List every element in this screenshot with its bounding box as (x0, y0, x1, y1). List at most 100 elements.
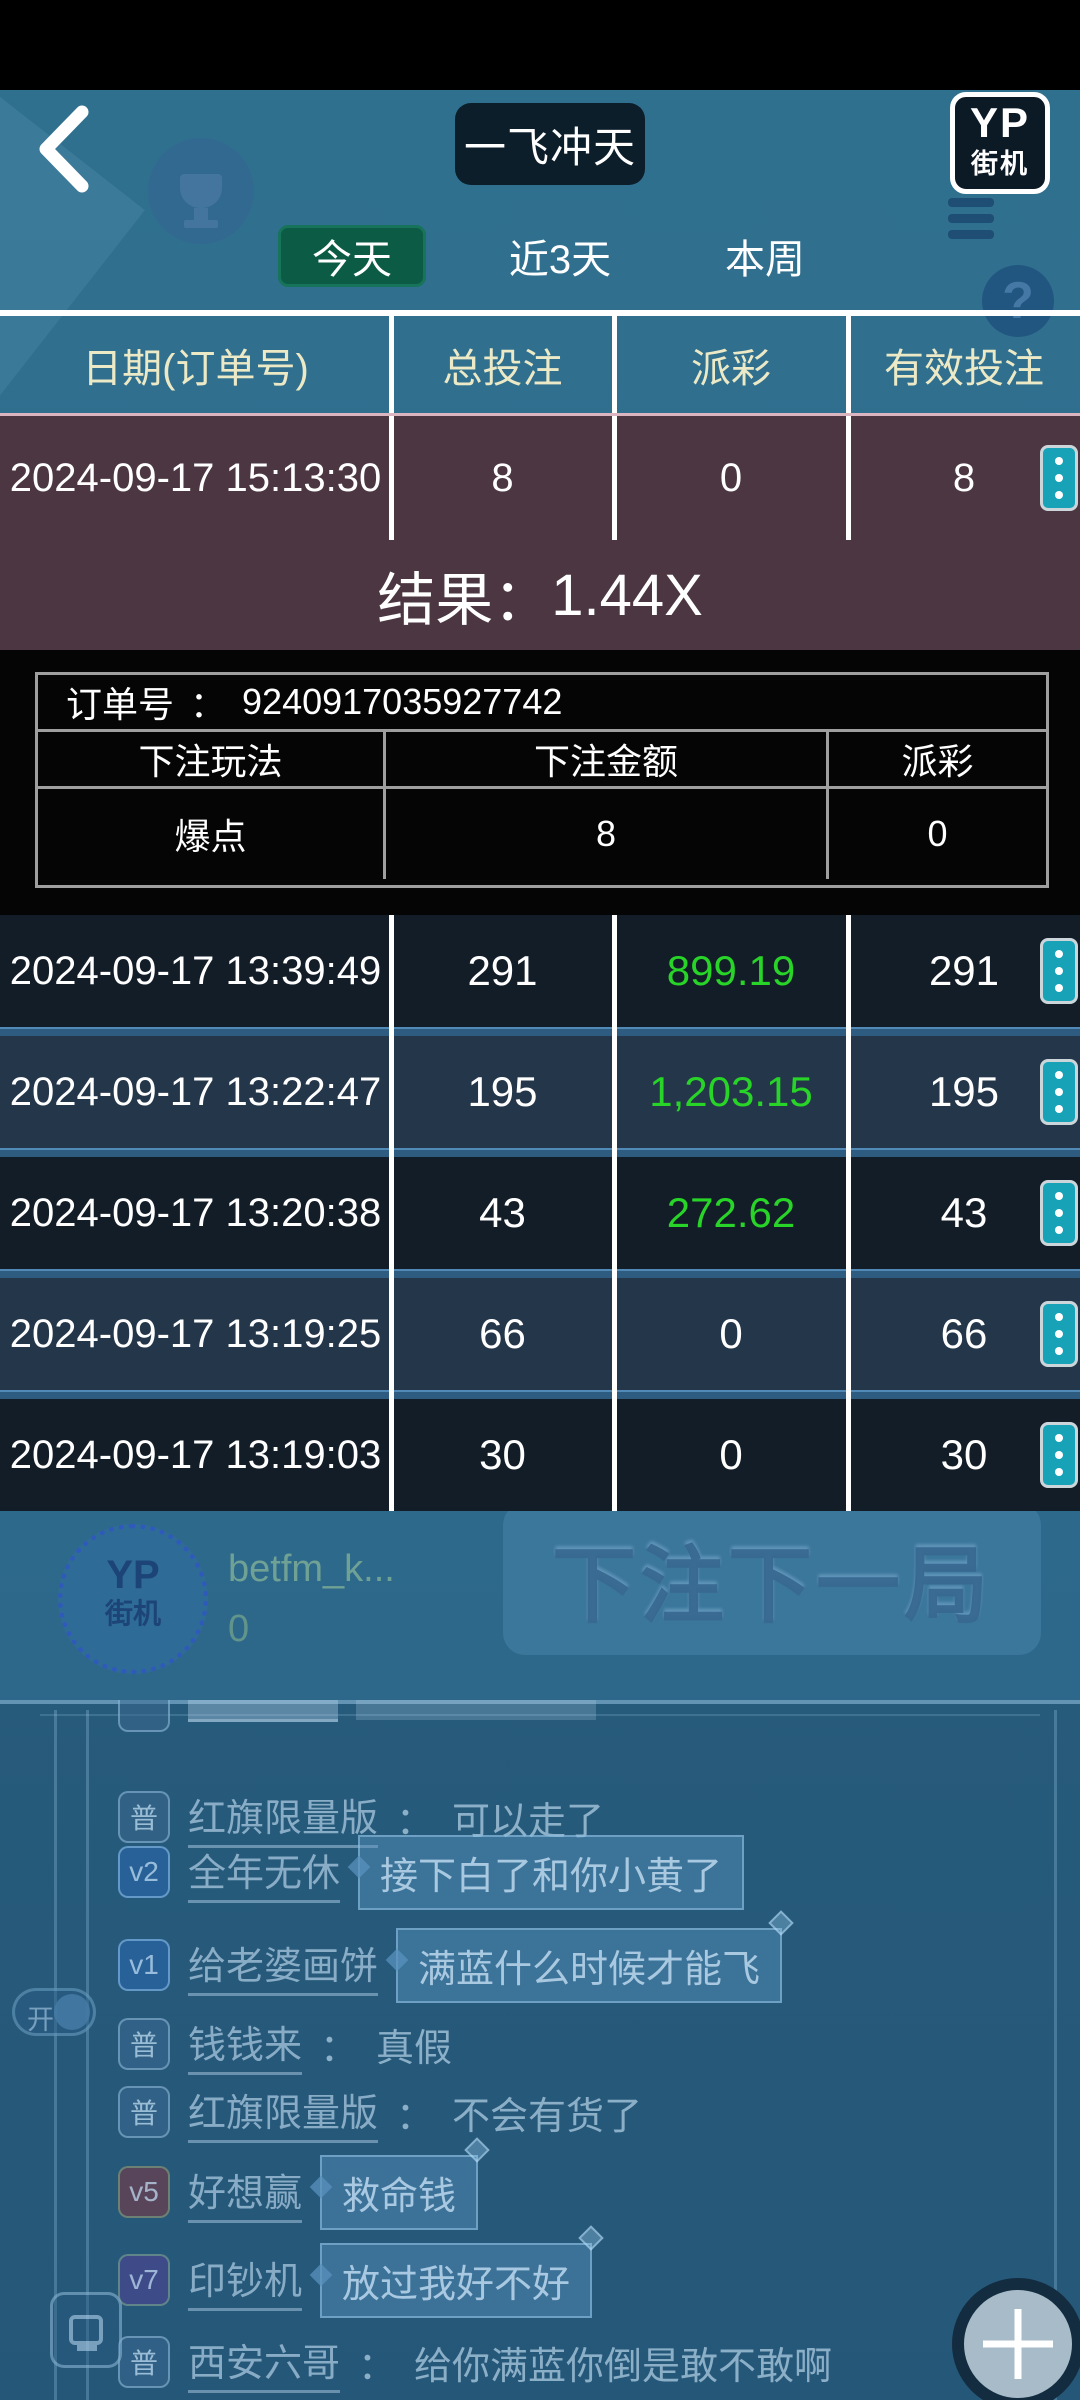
column-divider (846, 915, 851, 1511)
bubble-tail (347, 1855, 371, 1878)
player-avatar: YP 街机 (58, 1524, 208, 1674)
chat-message: v5 好想赢 救命钱 (118, 2136, 490, 2230)
table-row[interactable]: 2024-09-17 13:39:49 291 899.19 291 (0, 915, 1080, 1027)
chat-partial-text (356, 1700, 596, 1720)
row-menu-button[interactable] (1040, 1059, 1078, 1125)
col-header-total-bet: 总投注 (442, 346, 563, 391)
table-row[interactable]: 2024-09-17 13:19:25 66 0 66 (0, 1278, 1080, 1390)
chat-username: 给老婆画饼 (188, 1935, 379, 1996)
history-table-header: 日期(订单号) 总投注 派彩 有效投注 (0, 310, 1080, 413)
chat-message-partial (118, 1700, 596, 1738)
chat-right-border (1054, 1710, 1057, 2400)
chat-message: 普 红旗限量版 ： 不会有货了 (118, 2080, 642, 2144)
chat-level-badge: v5 (118, 2166, 170, 2218)
chat-bubble: 救命钱 (309, 2136, 490, 2230)
chat-username: 印钞机 (188, 2250, 303, 2311)
chat-username: 钱钱来 (188, 2014, 303, 2075)
cell-valid-bet: 8 (952, 455, 976, 500)
cell-payout: 0 (719, 455, 743, 500)
tab-this-week[interactable]: 本周 (725, 238, 805, 282)
cell-payout: 1,203.15 (649, 1068, 813, 1115)
chat-text: 接下白了和你小黄了 (380, 1855, 723, 1898)
chat-level-badge: v2 (118, 1846, 170, 1898)
chat-colon: ： (320, 2027, 359, 2070)
row-menu-button[interactable] (1040, 1301, 1078, 1367)
order-number-colon: ： (190, 684, 227, 725)
expanded-row-block: 2024-09-17 15:13:30 8 0 8 结果： 1.44X (0, 413, 1080, 650)
page-title: 一飞冲天 (455, 103, 645, 185)
bubble-tail (309, 2263, 333, 2286)
order-number-value: 9240917035927742 (242, 681, 563, 722)
chat-text: 满蓝什么时候才能飞 (418, 1948, 761, 1991)
cell-date: 2024-09-17 13:39:49 (9, 948, 382, 993)
chat-text: 给你满蓝你倒是敢不敢啊 (414, 2345, 833, 2388)
chat-username: 红旗限量版 (188, 1787, 379, 1848)
row-menu-button[interactable] (1040, 445, 1078, 511)
table-row[interactable]: 2024-09-17 13:19:03 30 0 30 (0, 1399, 1080, 1511)
cell-valid-bet: 291 (928, 947, 1000, 994)
cell-total-bet: 8 (491, 455, 514, 500)
cell-date: 2024-09-17 13:19:25 (9, 1311, 382, 1356)
column-divider (389, 316, 394, 413)
cell-date: 2024-09-17 15:13:30 (9, 455, 382, 500)
add-button[interactable] (952, 2278, 1080, 2400)
chat-message: v7 印钞机 放过我好不好 (118, 2224, 604, 2318)
result-line: 结果： 1.44X (0, 540, 1080, 650)
trophy-icon (148, 138, 254, 244)
column-divider (389, 416, 394, 540)
bubble-tail (309, 2175, 333, 2198)
row-menu-button[interactable] (1040, 1180, 1078, 1246)
cell-total-bet: 195 (467, 1068, 538, 1115)
cell-date: 2024-09-17 13:22:47 (9, 1069, 382, 1114)
row-separator (0, 1390, 1080, 1399)
cell-valid-bet: 195 (928, 1068, 1000, 1115)
table-row-expanded[interactable]: 2024-09-17 15:13:30 8 0 8 (0, 416, 1080, 540)
back-chevron-icon (39, 105, 89, 193)
row-menu-button[interactable] (1040, 1422, 1078, 1488)
back-button[interactable] (30, 102, 100, 197)
order-number-label: 订单号 (66, 684, 175, 725)
table-row[interactable]: 2024-09-17 13:22:47 195 1,203.15 195 (0, 1036, 1080, 1148)
hamburger-menu-icon (948, 198, 994, 246)
cell-total-bet: 43 (479, 1189, 526, 1236)
tab-today[interactable]: 今天 (278, 225, 426, 287)
chat-level-badge: 普 (118, 2336, 170, 2388)
order-detail-panel: 订单号 ： 9240917035927742 下注玩法 下注金额 派彩 爆点 8… (0, 650, 1080, 915)
chat-username: 全年无休 (188, 1842, 341, 1903)
diamond-icon (578, 2224, 604, 2251)
column-divider (612, 416, 617, 540)
row-menu-button[interactable] (1040, 938, 1078, 1004)
table-row[interactable]: 2024-09-17 13:20:38 43 272.62 43 (0, 1157, 1080, 1269)
tab-last-3-days[interactable]: 近3天 (508, 238, 612, 282)
chat-message: 普 钱钱来 ： 真假 (118, 2012, 452, 2076)
cell-date: 2024-09-17 13:20:38 (9, 1190, 382, 1235)
order-detail-table: 订单号 ： 9240917035927742 下注玩法 下注金额 派彩 爆点 8… (35, 672, 1049, 888)
chat-message: v1 给老婆画饼 满蓝什么时候才能飞 (118, 1909, 794, 2003)
column-divider (389, 915, 394, 1511)
result-value: 1.44X (551, 562, 703, 628)
cell-valid-bet: 43 (940, 1189, 988, 1236)
player-balance: 0 (228, 1608, 250, 1650)
chat-username: 西安六哥 (188, 2332, 341, 2393)
col-header-valid-bet: 有效投注 (884, 346, 1044, 391)
cell-total-bet: 66 (479, 1310, 526, 1357)
history-rows: 2024-09-17 13:39:49 291 899.19 291 2024-… (0, 915, 1080, 1511)
toggle-knob (54, 1994, 90, 2030)
chat-mode-icon (50, 2292, 122, 2368)
chat-level-badge: v7 (118, 2254, 170, 2306)
cell-total-bet: 291 (467, 947, 538, 994)
table-top-border (0, 310, 1080, 316)
col-header-date: 日期(订单号) (82, 346, 309, 391)
chat-message: v2 全年无休 接下白了和你小黄了 (118, 1834, 745, 1910)
chat-colon: ： (358, 2345, 397, 2388)
bet-next-round-button: 下注下一局 (503, 1503, 1041, 1655)
chat-username: 红旗限量版 (188, 2082, 379, 2143)
chat-partial-name (188, 1700, 338, 1722)
app-background: 聊天 一飞冲天 YP 街机 ? 今天 近3天 本周 日期(订单号) 总投注 派彩… (0, 90, 1080, 2400)
row-separator (0, 1148, 1080, 1157)
cell-payout: 272.62 (666, 1189, 796, 1236)
result-label: 结果： (377, 568, 552, 633)
plus-icon (1014, 2309, 1022, 2379)
detail-cell-play: 爆点 (174, 816, 247, 857)
